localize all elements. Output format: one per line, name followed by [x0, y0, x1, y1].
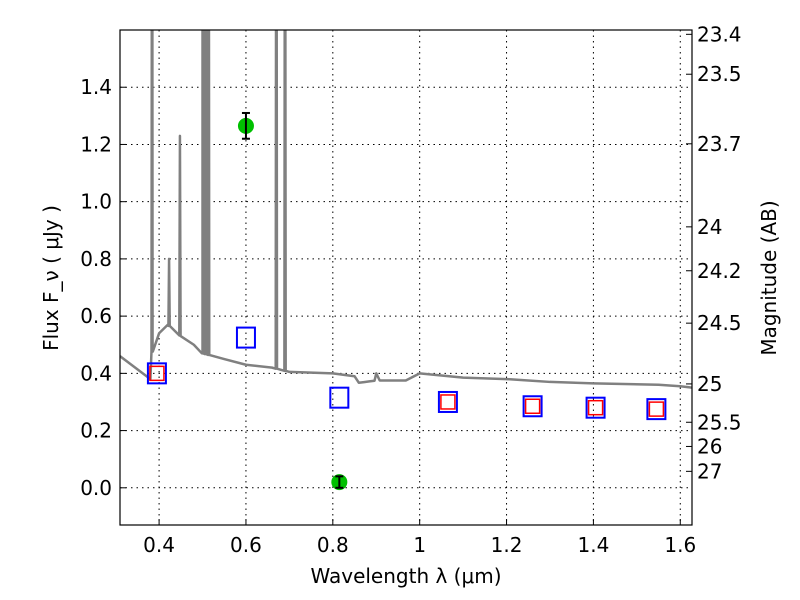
y2-tick-label: 25 [697, 372, 722, 396]
red-square-marker [149, 365, 165, 382]
y2-axis-label: Magnitude (AB) [757, 200, 781, 355]
y2-tick-label: 23.5 [697, 62, 742, 86]
y2-tick-label: 27 [697, 459, 722, 483]
blue-square-marker [585, 396, 606, 419]
y-tick-label: 0.4 [80, 361, 112, 385]
x-tick-label: 0.4 [143, 533, 175, 557]
y-tick-label: 0.8 [80, 247, 112, 271]
y-tick-label: 1.0 [80, 190, 112, 214]
ticks: 0.4 0.6 0.8 1 1.2 1.4 1.6 0.0 0.2 0.4 0.6 0.8 1.0 1.2… [80, 22, 741, 557]
red-square-marker [440, 394, 456, 410]
y2-tick-label: 26 [697, 434, 722, 458]
red-square-marker [587, 399, 604, 416]
y2-tick-label: 23.7 [697, 132, 742, 156]
blue-square-marker [146, 362, 167, 385]
blue-square-marker [329, 386, 350, 409]
x-tick-label: 1.2 [491, 533, 523, 557]
y-tick-label: 1.2 [80, 132, 112, 156]
red-square-marker [524, 398, 541, 415]
blue-square-marker [522, 395, 543, 418]
blue-square-marker [437, 390, 458, 413]
x-tick-label: 0.8 [317, 533, 349, 557]
y2-tick-label: 25.5 [697, 410, 742, 434]
y2-tick-label: 24.2 [697, 259, 742, 283]
red-square-marker [648, 401, 665, 417]
x-tick-label: 1.6 [664, 533, 696, 557]
y-tick-label: 0.6 [80, 304, 112, 328]
plot-area [120, 30, 692, 491]
y2-tick-label: 23.4 [697, 22, 742, 46]
model-spectrum-line [120, 30, 692, 389]
y-axis-label: Flux F_ν ( μJy ) [39, 205, 63, 351]
axes-frame [119, 29, 693, 526]
x-tick-label: 1.4 [578, 533, 610, 557]
x-tick-label: 0.6 [230, 533, 262, 557]
y-tick-label: 0.2 [80, 419, 112, 443]
y-tick-label: 1.4 [80, 75, 112, 99]
blue-square-marker [646, 398, 667, 421]
y2-tick-label: 24.5 [697, 311, 742, 335]
y2-tick-label: 24 [697, 215, 722, 239]
y-tick-label: 0.0 [80, 476, 112, 500]
x-axis-label: Wavelength λ (μm) [310, 564, 501, 588]
blue-square-marker [235, 326, 256, 349]
x-tick-label: 1 [413, 533, 426, 557]
